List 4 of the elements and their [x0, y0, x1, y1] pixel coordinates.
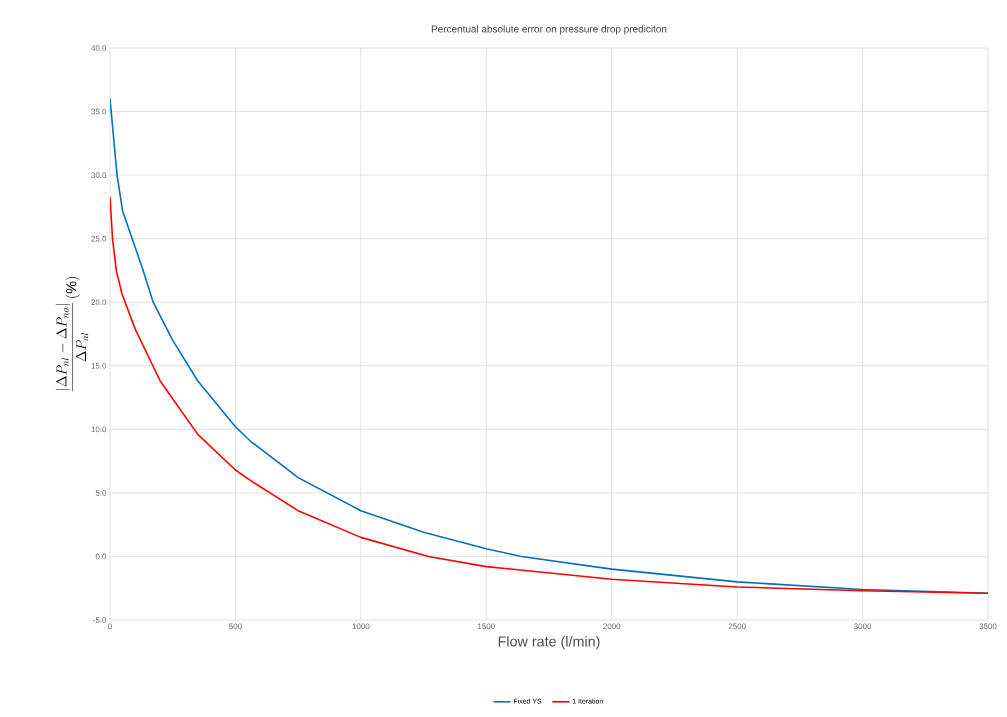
- line-series: [110, 195, 989, 595]
- x-axis-title: Flow rate (l/min): [498, 635, 600, 650]
- y-axis-title: $\dfrac{\left|\Delta P_{nl}-\Delta P_{na}\right|}{\Delta P_{nl}}\,(\%)$: [55, 276, 89, 392]
- chart-title: Percentual absolute error on pressure drop prediciton: [431, 25, 667, 35]
